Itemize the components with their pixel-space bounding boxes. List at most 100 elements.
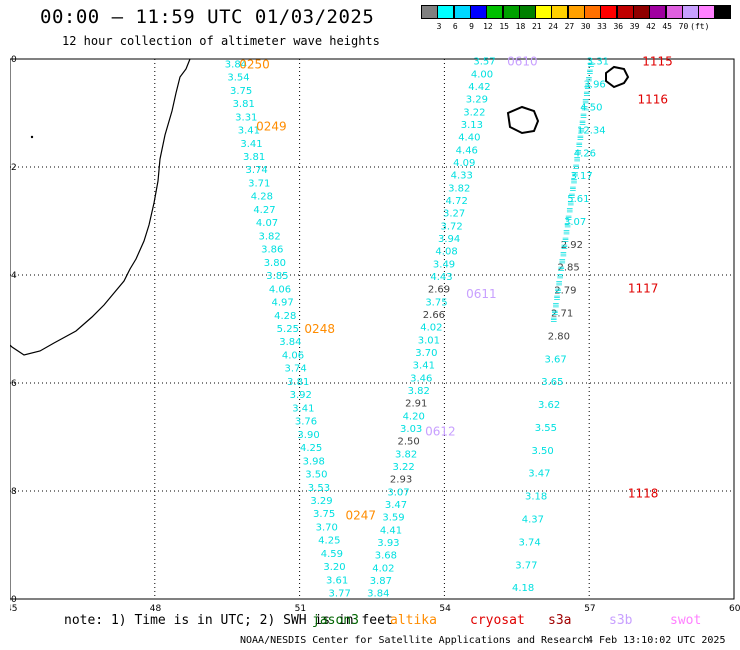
swh-value-label: 4.07 (256, 218, 278, 229)
swh-value-label: 4.42 (468, 82, 490, 93)
swh-cluster-mark: ≡ (554, 286, 562, 296)
swh-cluster-mark: ≡ (564, 221, 572, 231)
swh-cluster-mark: ≡ (584, 82, 592, 92)
swh-value-label: 3.41 (238, 126, 260, 137)
map-frame (10, 58, 735, 600)
swh-value-label: 4.33 (451, 171, 473, 182)
lat-tick-label: -22 (10, 163, 17, 173)
swh-value-label: 4.26 (574, 148, 596, 159)
swh-value-label: 3.47 (528, 469, 550, 480)
swh-cluster-mark: ≡ (585, 75, 593, 85)
credit-line: NOAA/NESDIS Center for Satellite Applica… (240, 635, 590, 646)
swh-value-label: 2.91 (405, 399, 427, 410)
swh-value-label: 4.27 (253, 205, 275, 216)
swh-cluster-mark: ≡ (567, 199, 575, 209)
swh-value-label: 3.77 (329, 589, 351, 600)
swh-value-label: 3.65 (541, 377, 563, 388)
swh-value-label: 3.84 (225, 59, 247, 70)
swh-value-label: 3.17 (571, 171, 593, 182)
footnote: note: 1) Time is in UTC; 2) SWH is in fe… (64, 613, 393, 628)
colorbar-label: 18 (515, 22, 526, 31)
swh-value-label: 3.87 (370, 576, 392, 587)
swh-cluster-mark: ≡ (574, 148, 582, 158)
swh-value-label: 3.13 (461, 120, 483, 131)
swh-value-label: 3.77 (515, 560, 537, 571)
pass-id-label: 0247 (345, 508, 376, 522)
swh-value-label: 4.43 (430, 272, 452, 283)
swh-value-label: 3.84 (279, 337, 301, 348)
swh-cluster-mark: ≡ (586, 68, 594, 78)
swh-value-label: 4.08 (435, 247, 457, 258)
colorbar-swatch (649, 5, 667, 19)
colorbar-label: 70 (678, 22, 689, 31)
colorbar-swatch (453, 5, 471, 19)
colorbar-swatch (551, 5, 569, 19)
legend-item-swot: swot (670, 613, 702, 628)
swh-value-label: 5.25 (277, 324, 299, 335)
lon-tick-label: 51 (295, 604, 306, 614)
colorbar-label: 9 (469, 22, 474, 31)
swh-value-label: 3.31 (587, 57, 609, 68)
legend-item-jason3: jason3 (312, 613, 359, 628)
swh-value-label: 3.41 (240, 139, 262, 150)
swh-value-label: 3.22 (392, 462, 414, 473)
colorbar-label: 15 (499, 22, 509, 31)
swh-value-label: 4.25 (318, 536, 340, 547)
pass-id-label: 0612 (425, 425, 456, 439)
swh-value-label: 4.06 (269, 284, 291, 295)
colorbar-label: 21 (531, 22, 542, 31)
pass-id-label: 0611 (466, 287, 497, 301)
swh-value-label: 2.66 (423, 310, 445, 321)
swh-value-label: 3.50 (531, 446, 553, 457)
swh-value-label: 3.07 (564, 217, 586, 228)
reunion-island (506, 105, 540, 135)
swh-value-label: 3.98 (303, 456, 325, 467)
swh-cluster-mark: ≡ (555, 279, 563, 289)
colorbar-swatch (584, 5, 601, 19)
swh-cluster-mark: ≡ (572, 162, 580, 172)
swh-value-label: 3.68 (375, 551, 397, 562)
swh-value-label: 4.00 (471, 69, 493, 80)
swh-cluster-mark: ≡ (561, 243, 569, 253)
swh-value-label: 2.79 (554, 286, 576, 297)
swh-cluster-mark: ≡ (582, 97, 590, 107)
map-plot: 45 48 51 54 57 60 -20 -22 -24 -26 -28 -30 3.84 3.54 3.… (10, 55, 740, 614)
colorbar-swatch (535, 5, 553, 19)
swh-cluster-mark: ≡ (587, 60, 595, 70)
swh-value-label: 2.93 (390, 475, 412, 486)
colorbar-swatch (502, 5, 520, 19)
colorbar-swatch (437, 5, 455, 19)
swh-value-label: 3.41 (413, 361, 435, 372)
swh-value-label: 3.81 (233, 99, 255, 110)
swh-value-label: 2.92 (561, 240, 583, 251)
colorbar-label: 30 (580, 22, 591, 31)
swh-value-label: 2.50 (398, 437, 420, 448)
swh-cluster-mark: ≡ (576, 141, 584, 151)
colorbar-swatch (665, 5, 683, 19)
swh-cluster-mark: ≡ (580, 111, 588, 121)
swh-value-label: 3.82 (395, 449, 417, 460)
lat-tick-label: -30 (10, 595, 17, 605)
colorbar-label: 33 (597, 22, 607, 31)
swh-cluster-mark: ≡ (559, 257, 567, 267)
pass-id-label: 0250 (239, 57, 270, 71)
swh-value-label: 3.03 (400, 424, 422, 435)
lat-tick-label: -24 (10, 271, 17, 281)
swh-value-label: 3.86 (261, 245, 283, 256)
swh-value-label: 4.06 (282, 350, 304, 361)
swh-value-label: 3.84 (367, 589, 389, 600)
swh-value-label: 3.75 (230, 86, 252, 97)
swh-cluster-mark: ≡ (568, 192, 576, 202)
swh-cluster-mark: ≡ (563, 228, 571, 238)
swh-value-label: 4.25 (300, 443, 322, 454)
swh-value-label: 4.46 (456, 145, 478, 156)
swh-value-label: 3.67 (545, 354, 567, 365)
swh-value-label: 3.74 (246, 165, 268, 176)
lon-tick-label: 54 (439, 604, 451, 614)
legend-item-cryosat: cryosat (470, 613, 525, 628)
page-subtitle: 12 hour collection of altimeter wave hei… (62, 34, 380, 48)
legend-item-s3b: s3b (609, 613, 633, 628)
swh-value-label: 4.18 (512, 583, 534, 594)
swh-value-label: 3.96 (584, 80, 606, 91)
swh-value-label: 3.49 (433, 259, 455, 270)
